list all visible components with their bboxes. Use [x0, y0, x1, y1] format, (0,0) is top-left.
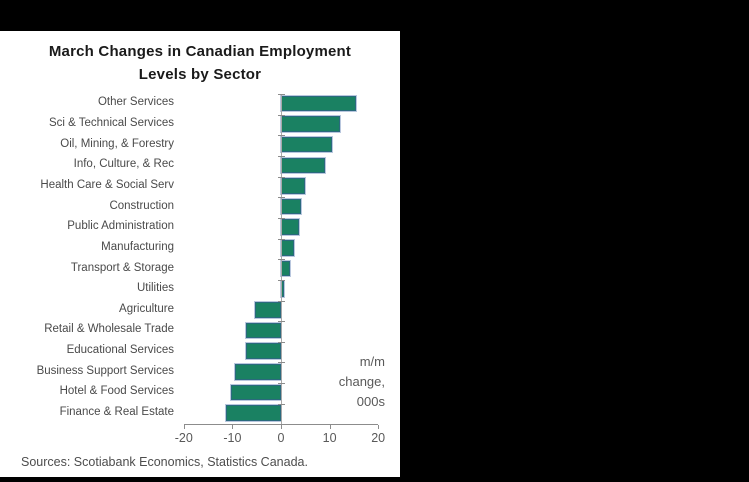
category-axis-tick — [278, 176, 285, 178]
category-axis-tick — [278, 94, 285, 95]
category-label: Sci & Technical Services — [48, 116, 174, 129]
category-axis-tick — [278, 114, 285, 116]
bar — [281, 136, 332, 153]
category-label: Business Support Services — [36, 364, 174, 377]
chart-panel: March Changes in Canadian Employment Lev… — [0, 31, 400, 477]
source-note: Sources: Scotiabank Economics, Statistic… — [21, 455, 308, 469]
value-axis-tick-label: 10 — [322, 431, 337, 446]
bar — [245, 343, 281, 359]
category-label: Other Services — [97, 96, 174, 109]
category-label: Retail & Wholesale Trade — [44, 323, 174, 336]
value-axis-tick — [281, 425, 282, 430]
category-label: Transport & Storage — [70, 261, 174, 274]
category-axis-tick — [278, 300, 285, 302]
bar — [281, 219, 299, 235]
category-label: Hotel & Food Services — [59, 385, 174, 398]
category-axis-tick — [278, 279, 285, 281]
value-axis-line — [183, 424, 379, 426]
chart-title-line1: March Changes in Canadian Employment — [48, 43, 352, 60]
value-axis-tick-label: 20 — [371, 431, 386, 446]
units-annotation-line2: change, — [338, 374, 385, 389]
category-axis-tick — [278, 259, 285, 261]
bar — [281, 116, 341, 132]
category-label: Construction — [109, 199, 174, 212]
bar — [225, 405, 281, 421]
bar — [281, 260, 290, 277]
category-label: Educational Services — [66, 344, 174, 357]
value-axis-tick — [378, 425, 380, 430]
bar — [230, 384, 281, 401]
units-annotation-line1: m/m — [359, 354, 385, 369]
bar — [281, 240, 294, 256]
category-axis-tick — [278, 341, 285, 343]
value-axis-tick-label: 0 — [277, 431, 285, 446]
category-label: Health Care & Social Serv — [40, 178, 174, 191]
value-axis-tick-label: -20 — [174, 431, 193, 446]
bar — [281, 198, 301, 215]
value-axis-tick — [183, 425, 185, 430]
chart-title: March Changes in Canadian Employment Lev… — [0, 40, 400, 86]
bar — [281, 178, 305, 194]
bar — [255, 302, 281, 318]
bar — [235, 364, 281, 380]
category-axis-tick — [278, 362, 285, 364]
category-axis-tick — [278, 135, 285, 137]
category-axis-tick — [278, 238, 285, 240]
category-label: Public Administration — [67, 220, 174, 233]
units-annotation: m/m change, 000s — [265, 352, 385, 412]
category-label: Oil, Mining, & Forestry — [60, 137, 174, 150]
category-axis-tick — [278, 403, 285, 405]
plot-area: Other Services Sci & Technical Services Oi… — [0, 31, 400, 477]
category-axis-tick — [278, 155, 285, 157]
value-axis-tick-label: -10 — [223, 431, 242, 446]
category-label: Info, Culture, & Rec — [73, 158, 174, 171]
category-axis-tick — [278, 321, 285, 323]
bar — [246, 322, 281, 339]
units-annotation-line3: 000s — [356, 394, 385, 409]
value-axis-tick — [232, 425, 234, 430]
bar — [281, 157, 325, 174]
category-axis-tick — [278, 383, 285, 385]
value-axis-tick — [329, 425, 331, 430]
bar — [281, 95, 356, 112]
category-axis-tick — [278, 217, 285, 219]
category-label: Agriculture — [119, 302, 174, 315]
category-label: Finance & Real Estate — [59, 406, 174, 419]
chart-title-line2: Levels by Sector — [138, 66, 262, 83]
category-axis-tick — [278, 197, 285, 199]
category-label: Utilities — [136, 282, 174, 295]
category-label: Manufacturing — [101, 240, 174, 253]
